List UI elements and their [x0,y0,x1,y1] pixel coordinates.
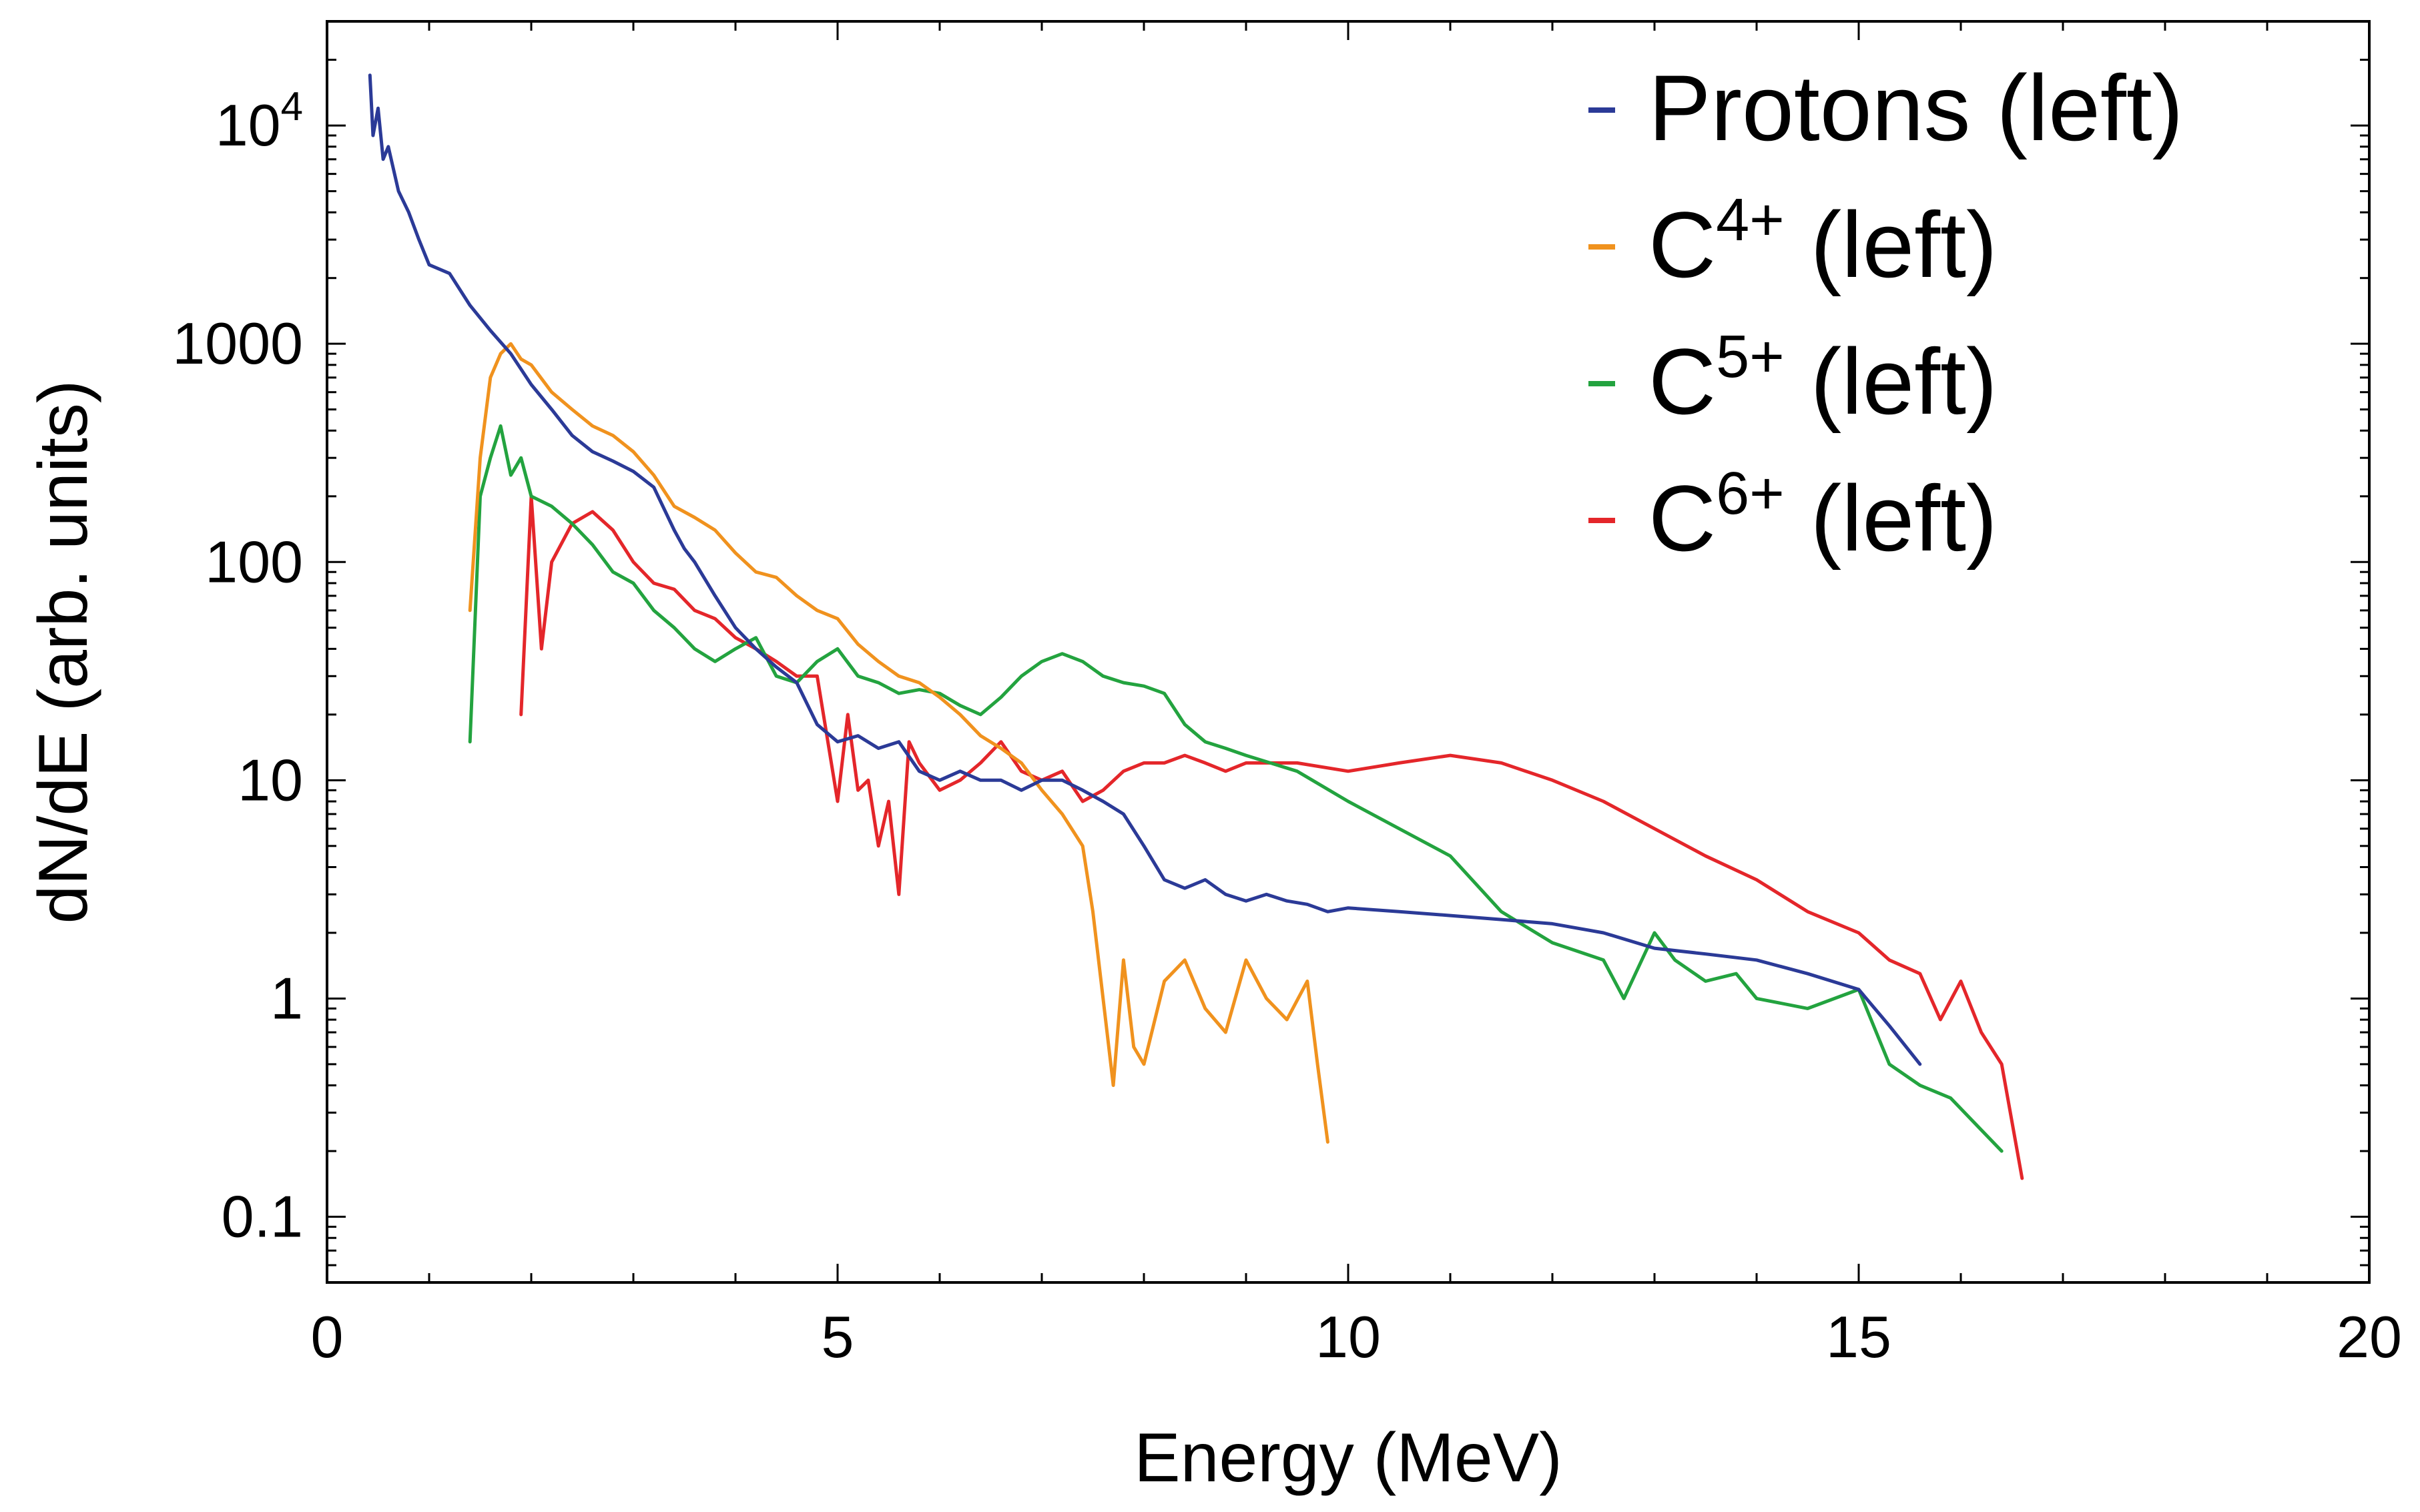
y-tick-label: 10 [238,747,303,813]
series-line-4 [519,494,2024,1180]
x-tick-label: 0 [311,1304,344,1370]
y-tick-label: 100 [205,528,303,595]
y-tick-label: 1 [270,965,303,1031]
x-axis-label: Energy (MeV) [1134,1419,1562,1497]
x-axis-ticks: 0 5 10 15 20 [311,21,2402,1370]
plot-frame [326,20,2371,1284]
legend-label: C5+ (left) [1648,324,1998,434]
series-line-3 [468,424,2004,1153]
y-axis-ticks: 0.1 1 10 100 1000 104 [172,20,2369,1284]
legend-label: C4+ (left) [1648,187,1998,297]
legend: Protons (left) C4+ (left) C5+ (left) C6+ (l… [1588,55,2183,571]
y-tick-label: 104 [216,84,303,158]
legend-label: Protons (left) [1648,55,2183,160]
series-lines [368,73,2024,1180]
x-tick-label: 20 [2337,1304,2402,1370]
legend-label: C6+ (left) [1648,460,1998,571]
x-tick-label: 15 [1826,1304,1891,1370]
series-line-1 [368,73,1922,1066]
y-axis-label: dN/dE (arb. units) [25,380,102,924]
x-tick-label: 5 [822,1304,854,1370]
series-line-2 [468,342,1329,1144]
x-tick-label: 10 [1315,1304,1381,1370]
y-tick-label: 0.1 [222,1184,303,1250]
y-tick-label: 1000 [172,310,303,376]
